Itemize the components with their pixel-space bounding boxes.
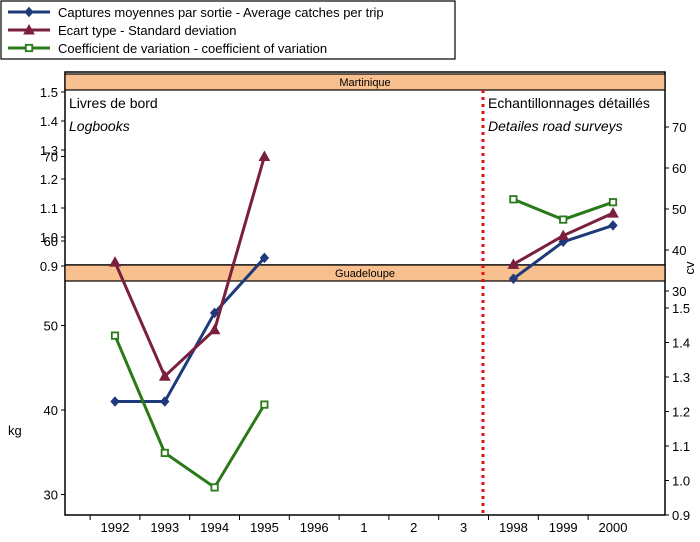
left-tick-label: 50 [44,319,58,334]
right-tick-label: 1.0 [672,474,690,489]
legend-label: Ecart type - Standard deviation [58,23,237,38]
legend-label: Captures moyennes par sortie - Average c… [58,5,384,20]
right-tick-label: 1.5 [672,301,690,316]
marker-diamond [24,6,34,18]
marker-triangle [208,323,221,335]
x-tick-label: 2000 [599,520,628,535]
marker-diamond [160,396,170,407]
x-tick-label: 1999 [549,520,578,535]
series-line-standard_deviation [113,156,266,379]
marker-triangle [258,150,271,161]
right-tick-label: 1.2 [672,405,690,420]
annotation-surveys-fr: Echantillonnages détaillés [488,95,650,111]
marker-triangle [109,256,121,267]
right-tick-label: 1.1 [672,439,690,454]
panel-header-martinique: Martinique [64,73,666,91]
x-tick-label: 1 [360,520,367,535]
series-line-coefficient_of_variation [113,335,266,490]
marker-diamond [110,396,120,407]
x-tick-label: 1995 [250,520,279,535]
marker-square [24,43,34,53]
marker-diamond [608,220,618,231]
marker-square [608,198,618,207]
x-tick-label: 1994 [200,520,229,535]
left-tick-label: 70 [44,150,58,165]
marker-square [559,215,568,224]
right-tick-label: 40 [672,243,686,258]
right-tick-label: 30 [672,284,686,299]
panel-title-martinique: Martinique [339,77,390,89]
x-tick-label: 1996 [300,520,329,535]
annotation-logbooks-en: Logbooks [69,118,130,134]
x-tick-label: 3 [460,520,467,535]
marker-triangle [507,258,520,269]
axis-title-cv: cv [682,261,697,275]
marker-diamond [209,307,220,319]
right-tick-label: 0.9 [672,508,690,523]
left-tick-label: 1.1 [40,201,58,216]
right-tick-label: 1.4 [672,336,690,351]
marker-triangle [23,23,35,35]
panel-title-guadeloupe: Guadeloupe [335,268,395,280]
marker-triangle [158,370,171,381]
series-line-average_catches [115,256,266,404]
annotation-surveys-en: Detailes road surveys [488,118,623,134]
x-tick-label: 2 [410,520,417,535]
marker-diamond [508,273,519,284]
marker-triangle [607,207,619,218]
left-tick-label: 1.3 [40,143,58,158]
legend: Captures moyennes par sortie - Average c… [0,0,456,60]
panel-header-martinique-strip [64,73,666,91]
legend-label: Coefficient de variation - coefficient o… [58,41,327,56]
left-tick-label: 1.4 [40,114,58,129]
left-tick-label: 1.5 [40,85,58,100]
left-tick-label: 40 [44,403,58,418]
plot-frame [64,71,666,516]
marker-square [210,483,219,492]
marker-diamond [259,252,270,264]
x-tick-label: 1998 [499,520,528,535]
x-tick-label: 1992 [101,520,130,535]
marker-square [260,400,269,409]
left-tick-label: 30 [44,488,58,503]
legend-frame [0,0,456,60]
annotation-logbooks-fr: Livres de bord [69,95,158,111]
marker-square [160,448,169,458]
right-tick-label: 60 [672,161,686,176]
left-tick-label: 60 [44,234,58,249]
marker-square [110,331,120,340]
right-tick-label: 70 [672,120,686,135]
panel-header-guadeloupe: Guadeloupe [64,264,666,282]
left-tick-label: 1.2 [40,172,58,187]
marker-square [509,195,518,204]
left-tick-label: 0.9 [40,259,58,274]
x-tick-label: 1993 [150,520,179,535]
axis-title-kg: kg [8,423,22,438]
right-tick-label: 1.3 [672,370,690,385]
left-tick-label: 1.0 [40,230,58,245]
marker-triangle [557,229,570,241]
right-tick-label: 50 [672,202,686,217]
